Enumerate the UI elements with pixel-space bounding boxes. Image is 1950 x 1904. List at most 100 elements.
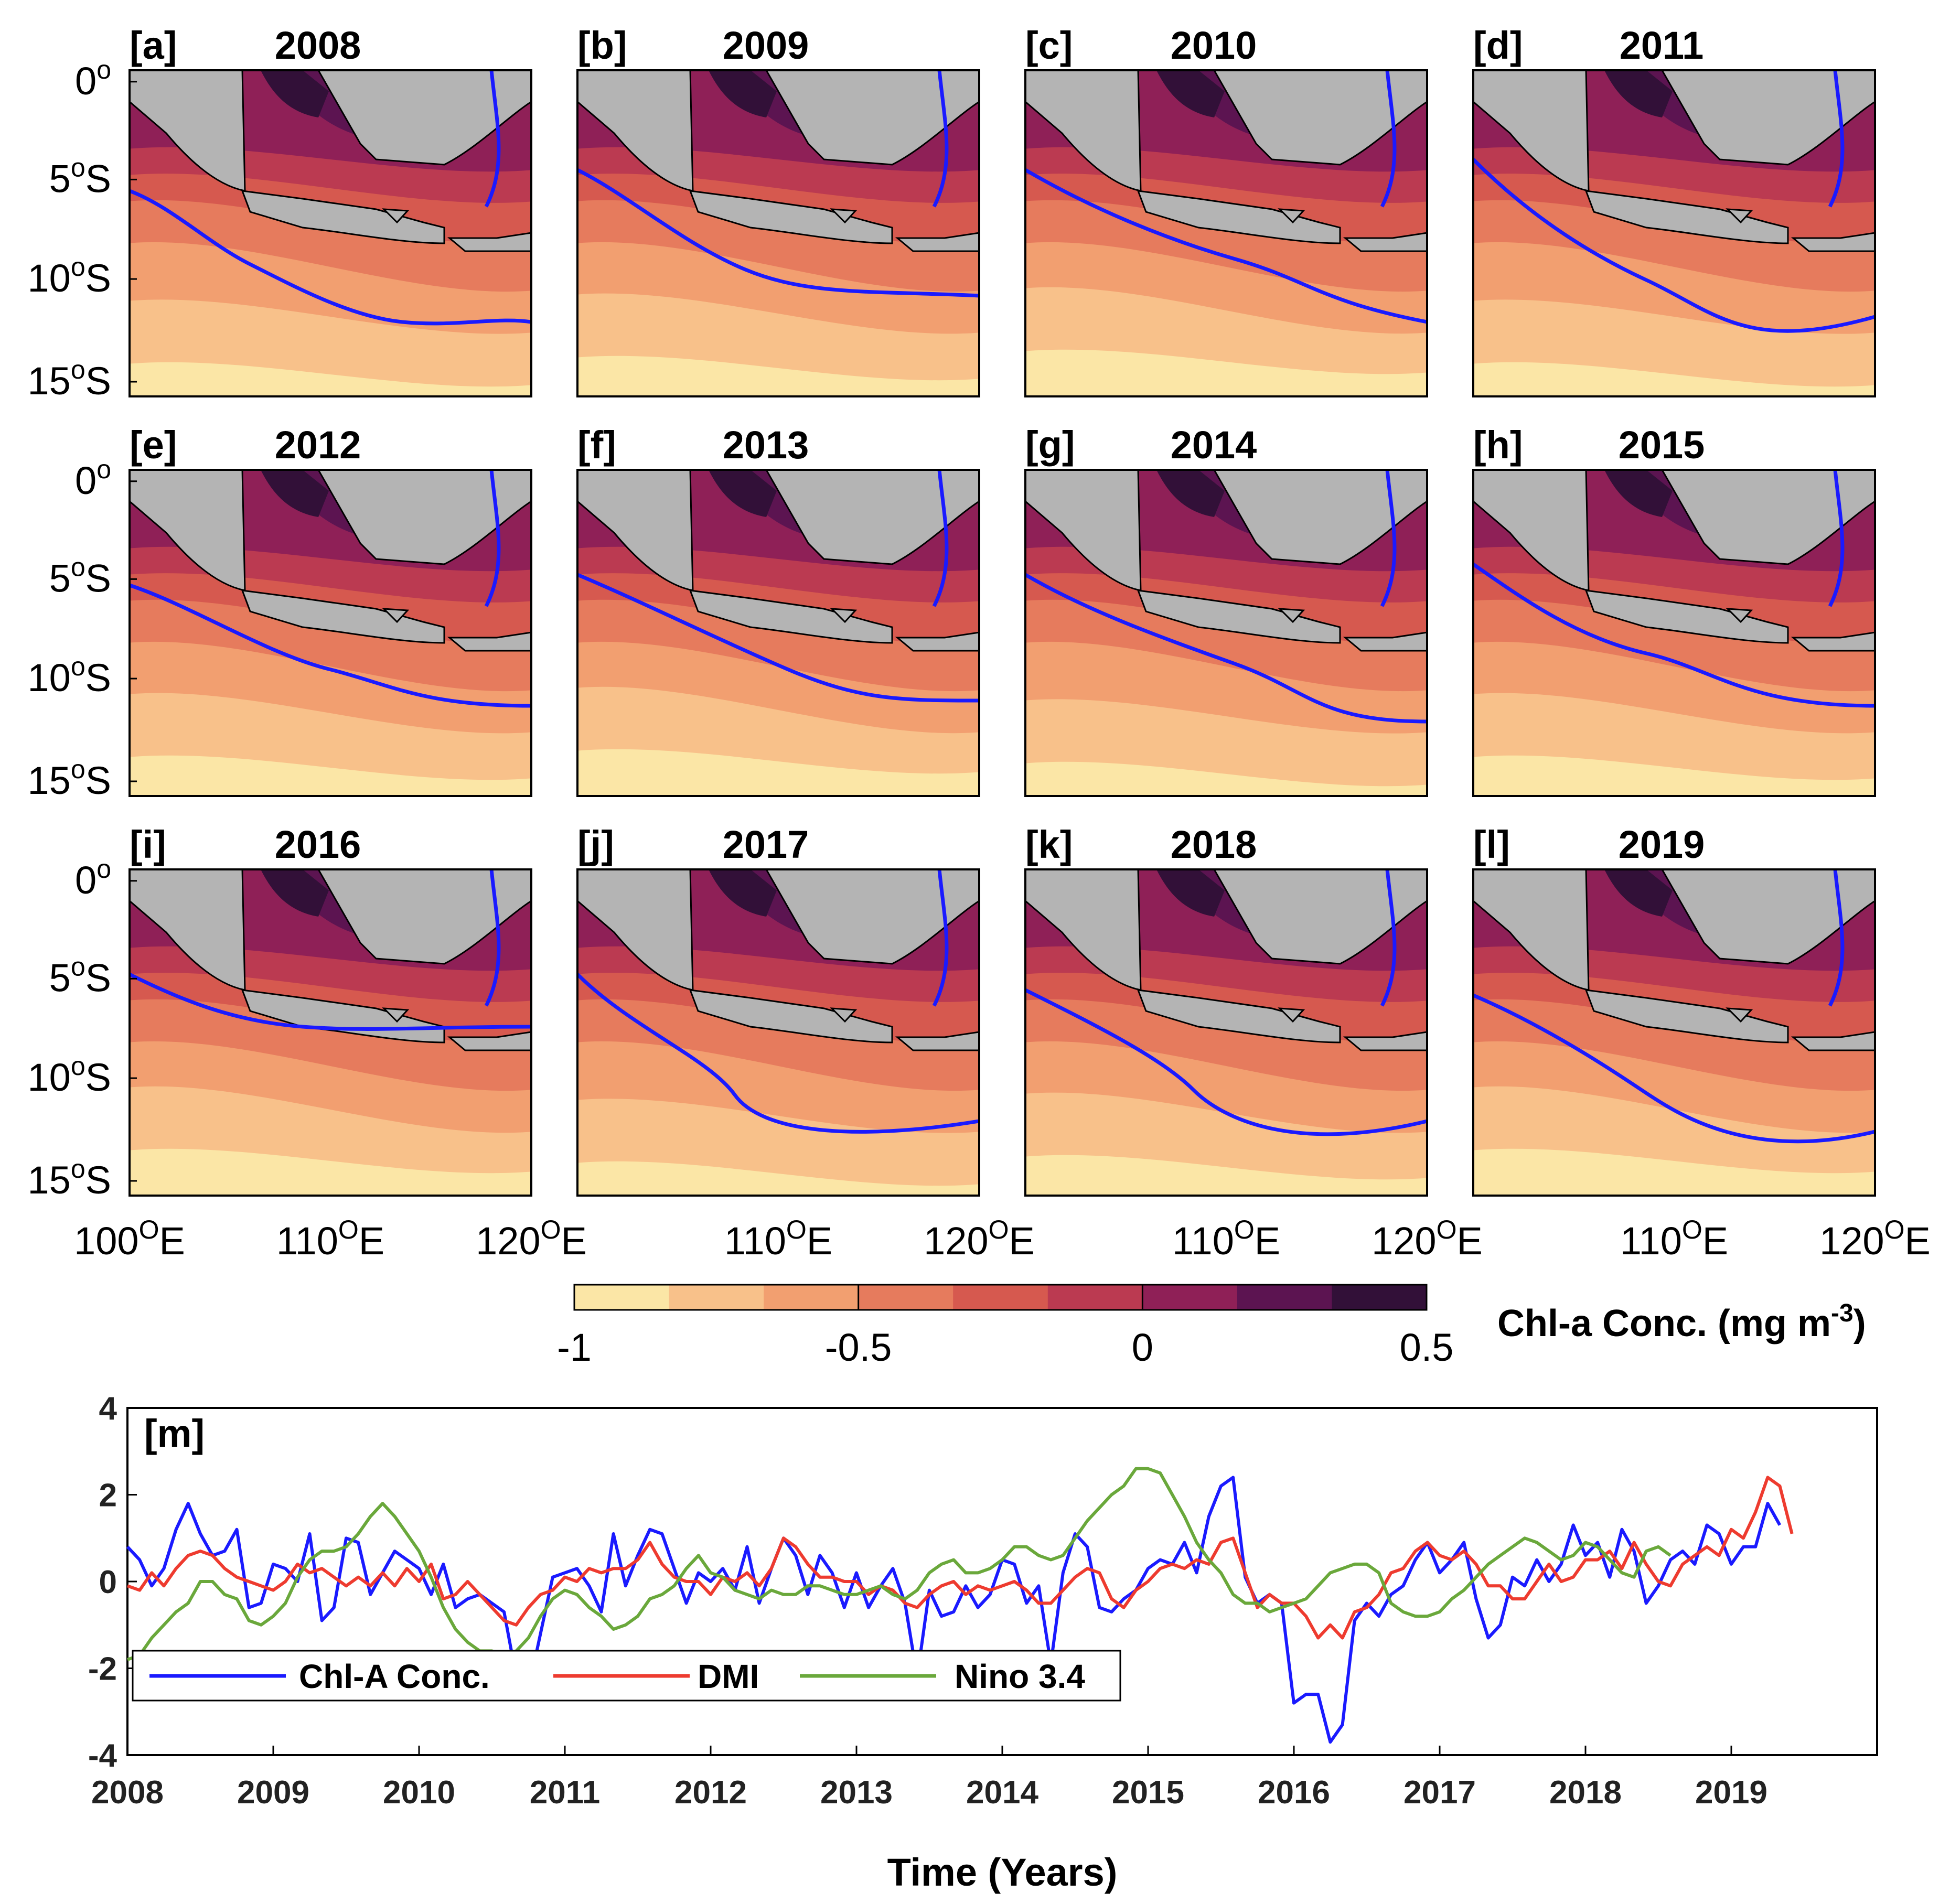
series-line-nino-3-4 xyxy=(127,1467,1672,1661)
panel-label: [f] xyxy=(577,423,616,467)
degree-symbol: o xyxy=(71,952,85,981)
longitude-tick-label: 120OE xyxy=(1819,1215,1931,1263)
degree-symbol: o xyxy=(71,552,85,582)
land-borneo xyxy=(317,869,531,965)
longitude-ticks: 100OE 110OE 120OE 110OE 120OE 110OE 120OE 110OE… xyxy=(74,1215,1931,1263)
panel-year: 2017 xyxy=(723,823,809,866)
colorbar-swatch xyxy=(1237,1285,1332,1310)
panel-label: [m] xyxy=(144,1412,205,1455)
panel-label: [e] xyxy=(130,423,177,467)
degree-symbol: o xyxy=(97,854,111,884)
x-tick-label: 2011 xyxy=(530,1774,601,1811)
land-bali-lombok xyxy=(447,1031,531,1051)
panel-year: 2013 xyxy=(723,423,809,467)
chl-anomaly-band xyxy=(677,470,777,517)
latitude-tick-label: 15oS xyxy=(28,1154,111,1202)
degree-symbol: O xyxy=(1234,1215,1255,1244)
map-frame xyxy=(128,69,532,397)
lat-suffix: S xyxy=(85,759,111,802)
land-madura xyxy=(382,608,410,623)
colorbar-tick-label: 0.5 xyxy=(1400,1326,1454,1369)
map-panel-2008: [a] 2008 xyxy=(128,24,532,397)
zero-contour-line xyxy=(1828,70,1845,208)
land-madura xyxy=(1726,1007,1753,1023)
panel-year: 2008 xyxy=(275,24,361,67)
zero-contour-line xyxy=(130,583,531,708)
latitude-tick-label: 5oS xyxy=(49,552,111,600)
land-madura xyxy=(830,608,858,623)
degree-symbol: o xyxy=(71,755,85,784)
map-panel-2009: [b] 2009 xyxy=(576,24,980,397)
chl-anomaly-band xyxy=(1125,869,1225,917)
degree-symbol: o xyxy=(71,652,85,681)
zero-contour-line xyxy=(1025,988,1427,1136)
map-frame xyxy=(1472,69,1876,397)
x-tick-label: 2009 xyxy=(237,1774,309,1811)
panel-label: [g] xyxy=(1025,423,1075,467)
lon-degree: 110 xyxy=(276,1219,338,1263)
colorbar-swatch xyxy=(1047,1285,1143,1310)
colorbar: -1 -0.5 0 0.5 Chl-a Conc. (mg m-3) xyxy=(557,1284,1866,1369)
zero-contour-line xyxy=(577,168,979,298)
latitude-tick-label: 0o xyxy=(75,55,111,103)
lat-degree: 15 xyxy=(28,1158,71,1202)
map-panel-2018: [k] 2018 xyxy=(1024,823,1428,1197)
lon-suffix: E xyxy=(359,1219,384,1263)
map-plot-area xyxy=(577,869,979,1196)
lon-suffix: E xyxy=(1009,1219,1035,1263)
zero-contour-line xyxy=(484,70,501,208)
lat-degree: 5 xyxy=(49,556,71,600)
map-panel-2013: [f] 2013 xyxy=(576,423,980,797)
colorbar-swatch xyxy=(1142,1285,1238,1310)
colorbar-swatch xyxy=(764,1285,859,1310)
longitude-tick-label: 120OE xyxy=(924,1215,1035,1263)
panel-year: 2011 xyxy=(1620,24,1704,67)
degree-symbol: O xyxy=(338,1215,359,1244)
panel-year: 2010 xyxy=(1171,24,1257,67)
map-plot-area xyxy=(1473,869,1875,1196)
zero-contour-line xyxy=(1380,869,1397,1007)
panel-year: 2012 xyxy=(275,423,361,467)
legend: Chl-A Conc. DMI Nino 3.4 xyxy=(132,1650,1121,1702)
degree-symbol: o xyxy=(71,1051,85,1081)
longitude-tick-label: 110OE xyxy=(1620,1215,1728,1263)
land-madura xyxy=(382,1007,410,1023)
x-tick-label: 2019 xyxy=(1695,1774,1767,1811)
x-axis-title: Time (Years) xyxy=(887,1851,1118,1894)
land-java xyxy=(1137,589,1341,644)
land-bali-lombok xyxy=(895,1031,979,1051)
y-tick-label: -2 xyxy=(88,1651,117,1687)
map-frame xyxy=(1472,868,1876,1197)
colorbar-label: Chl-a Conc. (mg m-3) xyxy=(1497,1299,1866,1344)
panel-label: [b] xyxy=(577,24,627,67)
degree-symbol: o xyxy=(97,455,111,484)
land-borneo xyxy=(765,470,979,565)
land-bali-lombok xyxy=(1343,631,1427,652)
map-frame xyxy=(576,69,980,397)
latitude-tick-label: 5oS xyxy=(49,952,111,999)
land-madura xyxy=(1278,1007,1305,1023)
land-bali-lombok xyxy=(895,232,979,252)
degree-symbol: O xyxy=(1682,1215,1702,1244)
lon-suffix: E xyxy=(1702,1219,1728,1263)
latitude-tick-label: 15oS xyxy=(28,755,111,802)
map-panel-2017: [j] 2017 xyxy=(576,823,980,1197)
lat-suffix: S xyxy=(85,256,111,300)
map-panel-2010: [c] 2010 xyxy=(1024,24,1428,397)
land-java xyxy=(1137,190,1341,244)
x-tick-label: 2017 xyxy=(1403,1774,1476,1811)
lat-suffix: S xyxy=(85,1056,111,1099)
land-bali-lombok xyxy=(1791,232,1875,252)
map-plot-area xyxy=(1025,869,1427,1196)
zero-contour-line xyxy=(932,869,949,1007)
zero-contour-line xyxy=(1473,158,1875,333)
panel-year: 2018 xyxy=(1171,823,1257,866)
lon-suffix: E xyxy=(561,1219,587,1263)
panel-year: 2016 xyxy=(275,823,361,866)
degree-symbol: O xyxy=(786,1215,807,1244)
map-plot-area xyxy=(130,869,531,1196)
chl-anomaly-band xyxy=(677,869,777,917)
